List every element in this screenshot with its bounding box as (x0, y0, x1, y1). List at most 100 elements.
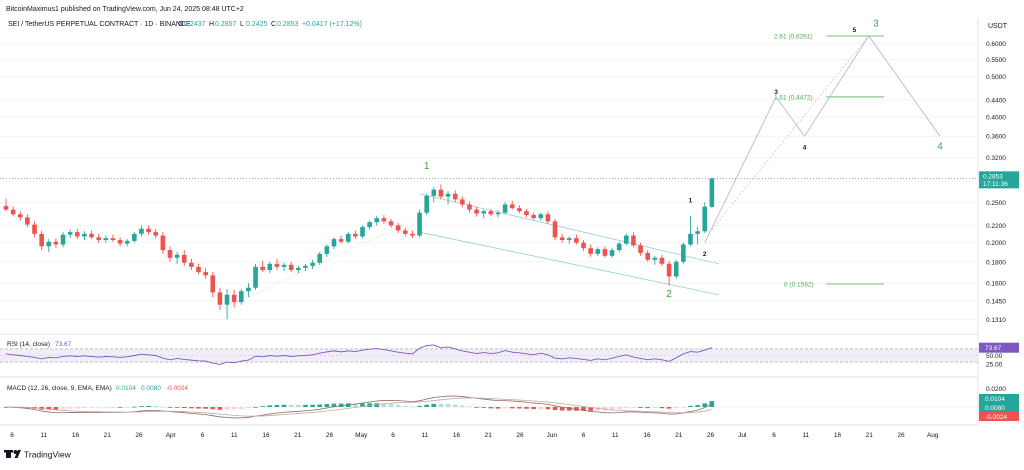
macd-histogram-bar (616, 407, 622, 410)
macd-histogram-bar (224, 407, 230, 410)
macd-histogram-bar (288, 404, 294, 407)
candle-body (124, 240, 130, 244)
macd-histogram-bar (317, 404, 323, 407)
candle (17, 211, 23, 221)
macd-histogram-bar (103, 407, 109, 408)
candle (531, 212, 536, 220)
price-pane[interactable]: 2.61 (0.6261) 1.61 (0.4472) 0 (0.1592) 1 2 3… (0, 18, 978, 320)
macd-histogram-bar (132, 406, 137, 408)
wave-label-primary: 4 (937, 141, 943, 152)
time-tick-label: 11 (802, 432, 809, 439)
candle-body (25, 217, 30, 225)
macd-histogram-bar (60, 407, 66, 410)
tradingview-logo[interactable]: TradingView (4, 450, 72, 460)
macd-legend-value: 0.0080 (141, 385, 161, 392)
time-tick-label: 21 (866, 432, 874, 439)
candle (495, 210, 501, 218)
candle (545, 211, 551, 224)
time-tick-label: 21 (294, 432, 302, 439)
candle (659, 254, 665, 266)
candle-body (481, 211, 487, 214)
rsi-pane[interactable]: RSI (14, close) 73.67 (0, 341, 978, 365)
tradingview-logo-text: TradingView (24, 450, 72, 460)
candle (666, 260, 672, 286)
macd-histogram-tag (979, 412, 1019, 421)
candle (338, 235, 344, 244)
macd-histogram-bar (631, 407, 636, 408)
candle (460, 196, 465, 208)
candle (238, 288, 244, 305)
candle (196, 263, 201, 275)
price-tick-label: 0.1600 (986, 281, 1006, 288)
price-tick-label: 0.3600 (986, 134, 1006, 141)
candle (410, 230, 415, 239)
candle (146, 225, 151, 235)
time-axis[interactable]: 6 11 16 21 26 Apr 6 11 16 21 26 May 6 11 16 21 26 Jun 6 11 1… (10, 432, 939, 439)
candle-body (67, 232, 73, 235)
candle (67, 229, 73, 239)
macd-legend: MACD (12, 26, close, 9, EMA, EMA) (7, 385, 112, 392)
macd-histogram-bar (574, 407, 579, 411)
candle (25, 214, 30, 228)
candle (538, 212, 544, 221)
macd-histogram-bar (552, 407, 558, 411)
macd-histogram-bar (238, 407, 244, 409)
macd-histogram-bar (388, 404, 394, 407)
macd-histogram-bar (189, 407, 194, 409)
candle (60, 232, 66, 248)
macd-histogram-bar (467, 406, 472, 408)
macd-histogram-bar (424, 404, 429, 407)
candle-body (82, 233, 87, 237)
price-gridlines (0, 43, 978, 320)
price-tick-label: 0.6000 (986, 41, 1006, 48)
macd-histogram-bar (602, 407, 608, 411)
candle-body (146, 228, 151, 233)
wave-label-minor: 3 (774, 89, 778, 96)
time-tick-label: 11 (421, 432, 428, 439)
macd-histogram-bar (267, 405, 273, 407)
fibonacci-levels: 2.61 (0.6261) 1.61 (0.4472) 0 (0.1592) (774, 34, 884, 289)
macd-histogram-bar (502, 407, 508, 409)
candle (652, 255, 658, 265)
candle (174, 251, 180, 264)
candle (75, 228, 80, 240)
candle (702, 202, 708, 233)
macd-legend-value: -0.0024 (166, 385, 188, 392)
candle-body (10, 209, 16, 215)
macd-histogram-bar (531, 407, 536, 410)
wave-label-minor: 4 (803, 144, 807, 151)
candle-body (702, 206, 708, 232)
macd-histogram-bar (438, 403, 444, 407)
candle-body (673, 261, 679, 277)
candle (645, 250, 650, 262)
candle-body (445, 193, 451, 197)
macd-histogram-bar (75, 407, 80, 409)
symbol-line: SEI / TetherUS PERPETUAL CONTRACT · 1D ·… (8, 21, 191, 28)
candle (39, 230, 44, 251)
time-tick-label: 16 (834, 432, 842, 439)
candle-body (624, 235, 629, 244)
candle-body (688, 233, 693, 245)
candle-body (331, 239, 337, 247)
candle (509, 200, 515, 210)
candle-body (288, 264, 294, 270)
candle-body (474, 209, 479, 214)
macd-histogram-bar (652, 407, 658, 409)
candle-body (224, 294, 230, 305)
candle-body (238, 291, 244, 303)
candle-body (402, 230, 408, 234)
candle (267, 261, 273, 274)
price-axis[interactable]: 0.6000 0.5500 0.5000 0.4400 0.4000 0.3600 0.32… (979, 41, 1019, 421)
macd-pane[interactable]: MACD (12, 26, close, 9, EMA, EMA) 0.0104… (0, 385, 978, 419)
macd-histogram-bar (217, 407, 223, 410)
candle (638, 242, 643, 256)
macd-histogram-bar (638, 407, 643, 408)
candle-body (181, 254, 187, 263)
ohlc-value-o: 0.2437 (184, 21, 206, 28)
projection-path (704, 35, 941, 243)
rsi-line (5, 344, 713, 365)
last-price-tag (979, 171, 1019, 189)
time-tick-label: Aug (927, 432, 939, 439)
candle (124, 239, 130, 247)
